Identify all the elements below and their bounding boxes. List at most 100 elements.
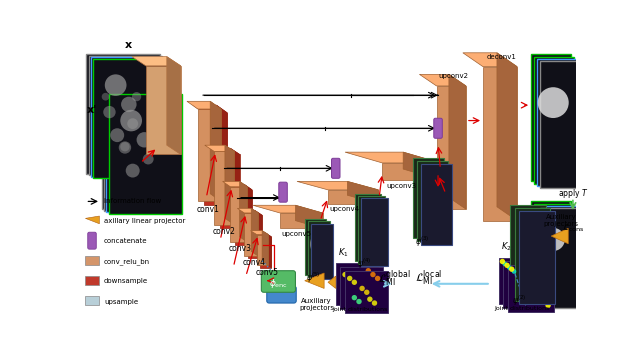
Text: downsample: downsample (104, 278, 148, 285)
Polygon shape (348, 182, 378, 204)
Circle shape (545, 303, 551, 308)
Polygon shape (280, 213, 323, 228)
Polygon shape (210, 148, 239, 154)
Text: deconv1: deconv1 (487, 54, 516, 60)
Polygon shape (237, 208, 259, 213)
Text: concatenate: concatenate (104, 238, 148, 244)
Polygon shape (250, 231, 268, 234)
Text: $K_1$: $K_1$ (338, 246, 349, 259)
Polygon shape (253, 233, 271, 237)
Polygon shape (499, 258, 545, 304)
FancyBboxPatch shape (434, 118, 442, 138)
Circle shape (360, 286, 365, 291)
Polygon shape (382, 163, 440, 180)
Ellipse shape (519, 231, 537, 263)
Circle shape (362, 293, 368, 298)
Circle shape (355, 282, 360, 287)
Polygon shape (308, 221, 330, 277)
Polygon shape (146, 66, 180, 154)
Circle shape (110, 128, 124, 142)
Polygon shape (540, 208, 580, 309)
Polygon shape (305, 273, 324, 289)
Text: $\psi^{(4)}$: $\psi^{(4)}$ (356, 257, 371, 271)
Text: Auxiliary
projectors: Auxiliary projectors (299, 298, 334, 311)
Polygon shape (85, 216, 99, 224)
Text: information flow: information flow (104, 199, 161, 204)
Polygon shape (91, 57, 164, 177)
Polygon shape (449, 74, 466, 209)
Circle shape (522, 281, 527, 285)
Ellipse shape (362, 212, 375, 236)
Circle shape (518, 277, 522, 281)
Circle shape (120, 110, 142, 131)
Polygon shape (204, 113, 227, 205)
Polygon shape (260, 237, 271, 268)
Circle shape (515, 273, 520, 278)
Circle shape (351, 295, 357, 300)
Text: Joint distributions: Joint distributions (332, 307, 387, 312)
Polygon shape (220, 154, 239, 228)
Circle shape (543, 300, 547, 305)
Circle shape (364, 290, 369, 295)
Circle shape (538, 296, 543, 301)
Polygon shape (198, 109, 221, 201)
Circle shape (121, 97, 136, 112)
Polygon shape (297, 182, 378, 190)
Polygon shape (205, 145, 234, 151)
Polygon shape (193, 105, 227, 113)
Circle shape (342, 272, 348, 277)
Polygon shape (551, 228, 568, 244)
Polygon shape (534, 204, 575, 304)
Circle shape (504, 262, 509, 268)
Text: Auxiliary
projectors: Auxiliary projectors (544, 214, 579, 227)
Polygon shape (167, 57, 180, 154)
Polygon shape (109, 94, 182, 214)
Polygon shape (515, 208, 550, 301)
Circle shape (105, 74, 127, 96)
Polygon shape (86, 54, 160, 174)
Polygon shape (436, 86, 466, 209)
Polygon shape (102, 90, 175, 209)
Polygon shape (239, 182, 248, 242)
Circle shape (347, 276, 353, 281)
Circle shape (136, 132, 152, 147)
Text: x': x' (87, 105, 97, 115)
Polygon shape (537, 59, 577, 186)
Polygon shape (483, 67, 517, 221)
Polygon shape (328, 190, 378, 204)
Polygon shape (296, 205, 323, 228)
Polygon shape (235, 190, 252, 245)
Text: apply $T$: apply $T$ (558, 187, 589, 200)
Circle shape (536, 295, 541, 300)
Polygon shape (531, 201, 572, 302)
Polygon shape (531, 54, 572, 182)
Polygon shape (241, 211, 262, 215)
Text: $\psi^{(3)}$: $\psi^{(3)}$ (415, 235, 429, 249)
Circle shape (347, 291, 353, 297)
Polygon shape (227, 184, 252, 190)
FancyBboxPatch shape (261, 271, 296, 292)
Circle shape (502, 261, 507, 266)
Text: upconv4: upconv4 (330, 207, 360, 212)
Circle shape (533, 292, 538, 297)
Circle shape (119, 141, 131, 154)
Text: axillary linear projector: axillary linear projector (104, 219, 186, 224)
Polygon shape (534, 57, 575, 184)
Polygon shape (419, 74, 466, 86)
Circle shape (531, 289, 535, 293)
Text: conv4: conv4 (243, 258, 266, 267)
Polygon shape (252, 208, 259, 256)
FancyBboxPatch shape (332, 158, 340, 178)
Polygon shape (345, 152, 440, 163)
Circle shape (125, 164, 140, 178)
FancyBboxPatch shape (267, 286, 296, 303)
Polygon shape (463, 53, 517, 67)
Polygon shape (106, 93, 180, 212)
Polygon shape (328, 276, 336, 289)
Polygon shape (265, 233, 271, 268)
Circle shape (520, 277, 524, 281)
Polygon shape (104, 91, 178, 211)
Polygon shape (362, 198, 388, 266)
Circle shape (500, 259, 505, 264)
Polygon shape (345, 271, 388, 313)
